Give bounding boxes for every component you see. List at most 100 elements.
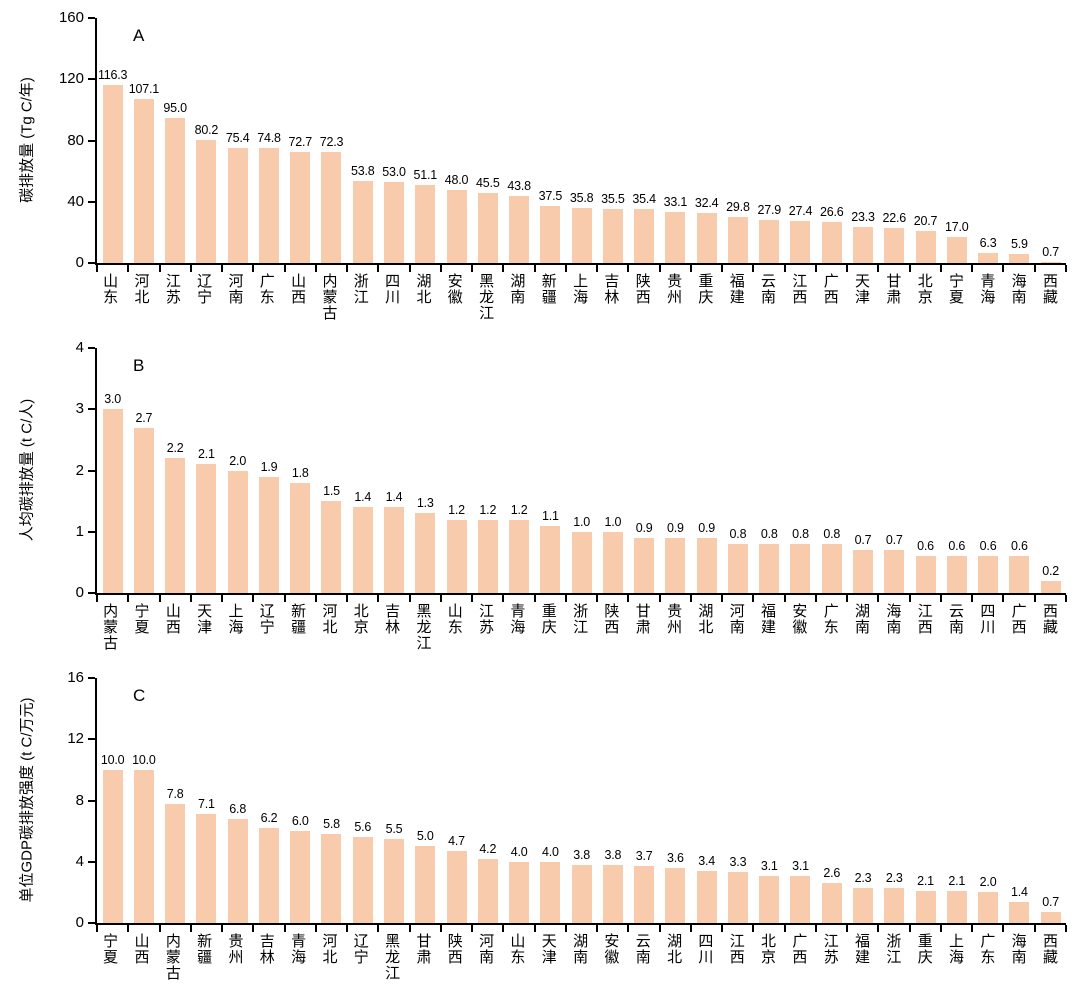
bar-天津 — [196, 464, 217, 593]
x-tick-mark — [721, 925, 724, 932]
bar-宁夏 — [102, 769, 123, 923]
x-category-label: 安 徽 — [792, 603, 808, 637]
x-tick-mark — [1033, 925, 1036, 932]
bar-slot: 0.7 — [847, 348, 878, 593]
bar-slot: 10.0 — [128, 678, 159, 923]
bar-value-label: 0.8 — [760, 527, 778, 541]
bar-内蒙古 — [102, 409, 123, 593]
x-category-label: 广 东 — [259, 273, 275, 307]
x-category-label: 辽 宁 — [353, 933, 369, 967]
bar-value-label: 29.8 — [726, 200, 750, 215]
bar-slot: 0.8 — [785, 348, 816, 593]
bar-河南 — [227, 147, 248, 263]
x-category-label: 吉 林 — [385, 603, 401, 637]
x-category-label: 安 徽 — [604, 933, 620, 967]
x-tick-mark — [502, 925, 505, 932]
x-category-label: 山 东 — [510, 933, 526, 967]
x-tick-mark — [439, 265, 442, 272]
x-category-label: 广 西 — [823, 273, 839, 307]
x-tick-mark — [908, 595, 911, 602]
y-tick-label: 120 — [58, 70, 84, 88]
bar-slot: 7.8 — [160, 678, 191, 923]
x-tick-mark — [377, 265, 380, 272]
bar-value-label: 3.0 — [104, 392, 122, 407]
bar-福建 — [727, 217, 748, 263]
bar-甘肃 — [884, 228, 905, 263]
bar-value-label: 35.4 — [632, 191, 656, 206]
bar-value-label: 33.1 — [663, 195, 688, 210]
bar-天津 — [540, 861, 561, 923]
bar-value-label: 17.0 — [945, 219, 969, 234]
bar-slot: 74.8 — [253, 18, 284, 263]
y-tick-mark — [88, 200, 95, 203]
x-tick-mark — [408, 595, 411, 602]
bar-value-label: 0.7 — [854, 533, 872, 548]
x-category-label: 西 藏 — [1043, 933, 1059, 967]
panel-letter-b: B — [133, 356, 145, 375]
x-category-label: 江 西 — [792, 273, 808, 307]
bar-slot: 32.4 — [691, 18, 722, 263]
bar-吉林 — [384, 507, 405, 593]
bar-value-label: 10.0 — [132, 752, 156, 767]
bar-value-label: 107.1 — [128, 82, 160, 97]
bar-山西 — [133, 769, 154, 923]
bar-value-label: 45.5 — [476, 176, 500, 191]
bar-西藏 — [1040, 261, 1061, 263]
bar-value-label: 5.9 — [1010, 236, 1028, 251]
bar-value-label: 1.4 — [385, 490, 403, 505]
bar-广西 — [821, 222, 842, 263]
x-tick-mark — [627, 265, 630, 272]
y-tick-mark — [88, 408, 95, 411]
bar-value-label: 5.6 — [354, 820, 372, 835]
bar-青海 — [978, 253, 999, 263]
x-tick-mark — [377, 595, 380, 602]
bar-value-label: 2.3 — [854, 870, 872, 885]
x-tick-mark — [502, 265, 505, 272]
bar-甘肃 — [634, 537, 655, 593]
y-tick-mark — [88, 469, 95, 472]
bar-slot: 22.6 — [879, 18, 910, 263]
bar-河南 — [477, 858, 498, 923]
x-category-label: 海 南 — [886, 603, 902, 637]
x-tick-mark — [127, 925, 130, 932]
bar-slot: 23.3 — [847, 18, 878, 263]
bar-value-label: 116.3 — [97, 67, 128, 82]
bar-slot: 3.8 — [566, 678, 597, 923]
y-tick-mark — [88, 139, 95, 142]
y-tick-label: 1 — [75, 522, 84, 540]
bar-slot: 2.0 — [972, 678, 1003, 923]
x-tick-mark — [1002, 265, 1005, 272]
bar-value-label: 7.1 — [198, 797, 215, 812]
x-tick-mark — [846, 265, 849, 272]
x-category-label: 浙 江 — [353, 273, 369, 307]
bar-value-label: 3.8 — [604, 847, 622, 862]
bar-value-label: 2.3 — [885, 870, 903, 885]
y-tick-label: 0 — [75, 914, 84, 931]
y-tick-mark — [88, 347, 95, 349]
x-category-label: 天 津 — [855, 273, 871, 307]
x-tick-mark — [189, 265, 192, 272]
x-category-label: 山 东 — [103, 273, 119, 307]
bar-北京 — [915, 231, 936, 263]
bar-slot: 3.6 — [660, 678, 691, 923]
bar-北京 — [352, 507, 373, 593]
bar-云南 — [946, 556, 967, 593]
bar-河北 — [321, 501, 342, 593]
bar-slot: 1.2 — [472, 348, 503, 593]
bar-value-label: 0.2 — [1042, 563, 1059, 578]
x-category-label: 山 东 — [447, 603, 463, 637]
bar-slot: 6.0 — [285, 678, 316, 923]
bar-slot: 0.7 — [1035, 18, 1066, 263]
bar-slot: 1.4 — [1004, 678, 1035, 923]
bar-slot: 1.5 — [316, 348, 347, 593]
bar-slot: 35.5 — [597, 18, 628, 263]
x-category-label: 广 东 — [980, 933, 996, 967]
bar-value-label: 2.1 — [198, 447, 215, 462]
bar-slot: 1.8 — [285, 348, 316, 593]
x-category-label: 宁 夏 — [134, 603, 150, 637]
bar-value-label: 0.6 — [948, 539, 966, 554]
bar-slot: 3.1 — [754, 678, 785, 923]
bar-value-label: 1.8 — [291, 465, 309, 480]
x-tick-mark — [1002, 925, 1005, 932]
bar-安徽 — [790, 544, 811, 593]
